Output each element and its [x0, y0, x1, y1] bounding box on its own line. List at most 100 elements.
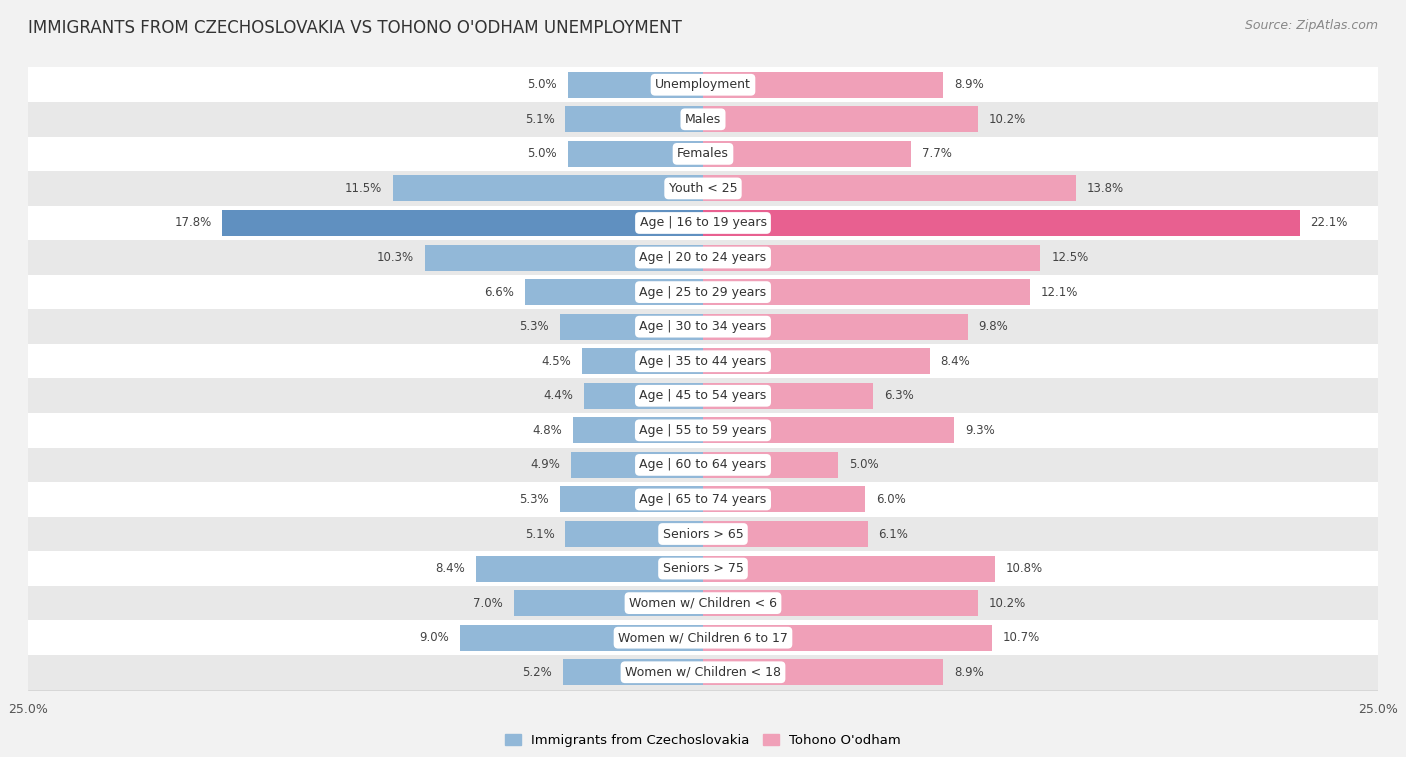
Text: 11.5%: 11.5%: [344, 182, 382, 195]
Text: Youth < 25: Youth < 25: [669, 182, 737, 195]
Text: Age | 16 to 19 years: Age | 16 to 19 years: [640, 217, 766, 229]
Bar: [460, 625, 703, 651]
Bar: [703, 106, 979, 132]
Text: 5.3%: 5.3%: [519, 493, 550, 506]
Text: 9.8%: 9.8%: [979, 320, 1008, 333]
Text: 9.0%: 9.0%: [419, 631, 450, 644]
Bar: [28, 136, 1378, 171]
Bar: [28, 310, 1378, 344]
Bar: [560, 487, 703, 512]
Bar: [28, 621, 1378, 655]
Bar: [28, 551, 1378, 586]
Text: 12.5%: 12.5%: [1052, 251, 1088, 264]
Text: Age | 30 to 34 years: Age | 30 to 34 years: [640, 320, 766, 333]
Text: 13.8%: 13.8%: [1087, 182, 1123, 195]
Text: 4.5%: 4.5%: [541, 355, 571, 368]
Bar: [703, 452, 838, 478]
Bar: [28, 517, 1378, 551]
Text: 7.0%: 7.0%: [474, 597, 503, 609]
Text: 22.1%: 22.1%: [1310, 217, 1348, 229]
Bar: [703, 176, 1076, 201]
Bar: [571, 452, 703, 478]
Bar: [562, 659, 703, 685]
Text: 6.0%: 6.0%: [876, 493, 905, 506]
Text: 17.8%: 17.8%: [174, 217, 212, 229]
Text: 5.1%: 5.1%: [524, 113, 554, 126]
Text: Women w/ Children < 18: Women w/ Children < 18: [626, 665, 780, 679]
Text: 8.9%: 8.9%: [955, 78, 984, 92]
Bar: [28, 67, 1378, 102]
Bar: [28, 344, 1378, 378]
Bar: [703, 141, 911, 167]
Text: 10.3%: 10.3%: [377, 251, 415, 264]
Text: 5.3%: 5.3%: [519, 320, 550, 333]
Text: 5.0%: 5.0%: [527, 148, 557, 160]
Text: Age | 45 to 54 years: Age | 45 to 54 years: [640, 389, 766, 402]
Bar: [703, 313, 967, 340]
Text: 5.0%: 5.0%: [527, 78, 557, 92]
Bar: [560, 313, 703, 340]
Text: 9.3%: 9.3%: [965, 424, 994, 437]
Bar: [28, 482, 1378, 517]
Text: 7.7%: 7.7%: [922, 148, 952, 160]
Text: 10.2%: 10.2%: [990, 597, 1026, 609]
Text: Age | 20 to 24 years: Age | 20 to 24 years: [640, 251, 766, 264]
Bar: [28, 586, 1378, 621]
Text: Females: Females: [678, 148, 728, 160]
Bar: [703, 487, 865, 512]
Bar: [524, 279, 703, 305]
Text: Age | 55 to 59 years: Age | 55 to 59 years: [640, 424, 766, 437]
Text: 10.7%: 10.7%: [1002, 631, 1040, 644]
Text: Seniors > 75: Seniors > 75: [662, 562, 744, 575]
Text: Source: ZipAtlas.com: Source: ZipAtlas.com: [1244, 19, 1378, 32]
Text: Seniors > 65: Seniors > 65: [662, 528, 744, 540]
Legend: Immigrants from Czechoslovakia, Tohono O'odham: Immigrants from Czechoslovakia, Tohono O…: [505, 734, 901, 747]
Bar: [28, 655, 1378, 690]
Bar: [703, 417, 955, 444]
Text: Women w/ Children 6 to 17: Women w/ Children 6 to 17: [619, 631, 787, 644]
Text: 5.2%: 5.2%: [522, 665, 551, 679]
Text: 10.8%: 10.8%: [1005, 562, 1042, 575]
Bar: [703, 348, 929, 374]
Bar: [703, 245, 1040, 270]
Text: 5.0%: 5.0%: [849, 459, 879, 472]
Text: Age | 65 to 74 years: Age | 65 to 74 years: [640, 493, 766, 506]
Bar: [222, 210, 703, 236]
Text: Women w/ Children < 6: Women w/ Children < 6: [628, 597, 778, 609]
Text: 8.9%: 8.9%: [955, 665, 984, 679]
Text: 5.1%: 5.1%: [524, 528, 554, 540]
Bar: [425, 245, 703, 270]
Text: 8.4%: 8.4%: [436, 562, 465, 575]
Text: IMMIGRANTS FROM CZECHOSLOVAKIA VS TOHONO O'ODHAM UNEMPLOYMENT: IMMIGRANTS FROM CZECHOSLOVAKIA VS TOHONO…: [28, 19, 682, 37]
Text: Age | 25 to 29 years: Age | 25 to 29 years: [640, 285, 766, 298]
Text: Age | 35 to 44 years: Age | 35 to 44 years: [640, 355, 766, 368]
Bar: [568, 141, 703, 167]
Text: 6.6%: 6.6%: [484, 285, 515, 298]
Bar: [28, 240, 1378, 275]
Bar: [703, 590, 979, 616]
Bar: [28, 102, 1378, 136]
Bar: [515, 590, 703, 616]
Bar: [703, 383, 873, 409]
Bar: [568, 72, 703, 98]
Bar: [585, 383, 703, 409]
Text: Males: Males: [685, 113, 721, 126]
Text: 4.4%: 4.4%: [544, 389, 574, 402]
Bar: [477, 556, 703, 581]
Bar: [703, 659, 943, 685]
Bar: [28, 413, 1378, 447]
Bar: [392, 176, 703, 201]
Bar: [703, 72, 943, 98]
Text: 6.1%: 6.1%: [879, 528, 908, 540]
Bar: [28, 378, 1378, 413]
Bar: [28, 171, 1378, 206]
Text: Unemployment: Unemployment: [655, 78, 751, 92]
Bar: [703, 279, 1029, 305]
Bar: [582, 348, 703, 374]
Bar: [28, 206, 1378, 240]
Text: Age | 60 to 64 years: Age | 60 to 64 years: [640, 459, 766, 472]
Bar: [703, 556, 994, 581]
Text: 6.3%: 6.3%: [884, 389, 914, 402]
Bar: [703, 521, 868, 547]
Text: 10.2%: 10.2%: [990, 113, 1026, 126]
